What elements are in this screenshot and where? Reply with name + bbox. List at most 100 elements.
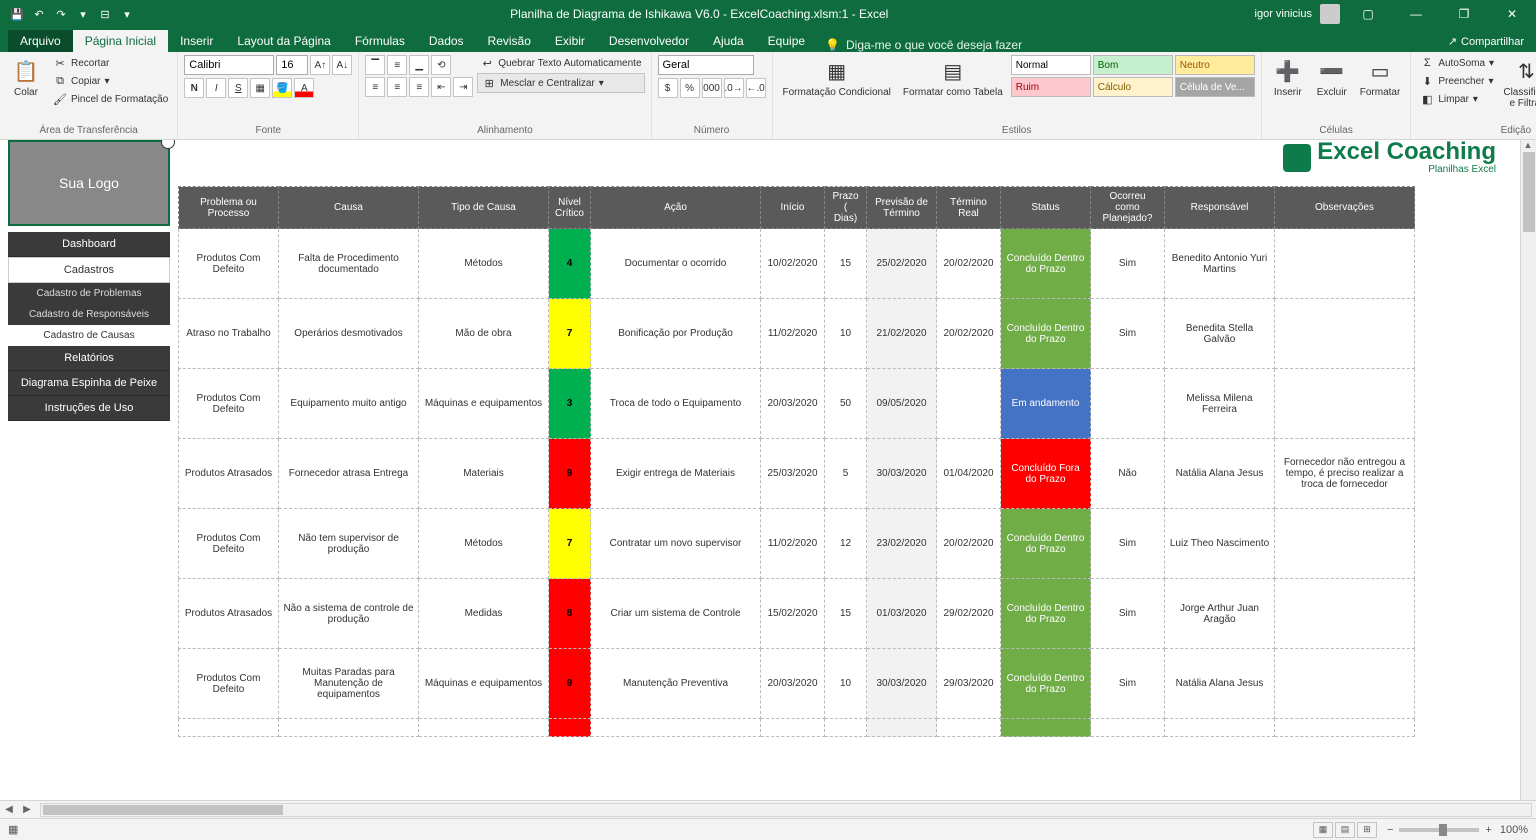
table-cell[interactable]: Produtos Atrasados	[179, 579, 279, 649]
logo-placeholder[interactable]: Sua Logo ⊕	[8, 140, 170, 226]
worksheet-content[interactable]: Sua Logo ⊕ DashboardCadastrosCadastro de…	[0, 140, 1520, 818]
table-cell[interactable]: 3	[549, 369, 591, 439]
orientation-button[interactable]: ⟲	[431, 55, 451, 75]
scrollbar-thumb[interactable]	[1523, 152, 1535, 232]
table-cell[interactable]	[937, 369, 1001, 439]
increase-decimal-button[interactable]: .0→	[724, 78, 744, 98]
table-cell[interactable]: 15	[825, 579, 867, 649]
table-row[interactable]: Produtos Com DefeitoEquipamento muito an…	[179, 369, 1415, 439]
table-cell[interactable]: 15	[825, 229, 867, 299]
table-cell[interactable]: Fornecedor não entregou a tempo, é preci…	[1275, 439, 1415, 509]
table-cell[interactable]: Fornecedor atrasa Entrega	[279, 439, 419, 509]
undo-icon[interactable]: ↶	[30, 5, 48, 23]
nav-cadastro-de-causas[interactable]: Cadastro de Causas	[8, 325, 170, 346]
table-cell[interactable]: Concluído Fora do Prazo	[1001, 439, 1091, 509]
increase-font-button[interactable]: A↑	[310, 55, 330, 75]
tab-f-rmulas[interactable]: Fórmulas	[343, 30, 417, 52]
table-cell[interactable]: Concluído Dentro do Prazo	[1001, 229, 1091, 299]
align-bottom-button[interactable]: ▁	[409, 55, 429, 75]
table-cell[interactable]: 4	[549, 229, 591, 299]
nav-cadastro-de-respons-veis[interactable]: Cadastro de Responsáveis	[8, 304, 170, 325]
sheet-nav-next[interactable]: ▶	[18, 804, 36, 815]
border-button[interactable]: ▦	[250, 78, 270, 98]
table-row[interactable]: Produtos AtrasadosFornecedor atrasa Entr…	[179, 439, 1415, 509]
cell-style-neutro[interactable]: Neutro	[1175, 55, 1255, 75]
table-row[interactable]: Produtos AtrasadosNão a sistema de contr…	[179, 579, 1415, 649]
table-cell[interactable]: Produtos Com Defeito	[179, 369, 279, 439]
format-cells-button[interactable]: ▭Formatar	[1356, 55, 1405, 100]
table-cell[interactable]: 30/03/2020	[867, 439, 937, 509]
table-cell[interactable]: 5	[825, 439, 867, 509]
table-cell[interactable]: Contratar um novo supervisor	[591, 509, 761, 579]
table-cell[interactable]: Exigir entrega de Materiais	[591, 439, 761, 509]
table-cell[interactable]: 10/02/2020	[761, 229, 825, 299]
table-row[interactable]: Produtos Com DefeitoFalta de Procediment…	[179, 229, 1415, 299]
tab-layout-da-p-gina[interactable]: Layout da Página	[225, 30, 342, 52]
table-cell[interactable]: Máquinas e equipamentos	[419, 649, 549, 719]
comma-button[interactable]: 000	[702, 78, 722, 98]
clear-button[interactable]: ◧Limpar ▾	[1417, 91, 1497, 107]
font-color-button[interactable]: A	[294, 78, 314, 98]
table-cell[interactable]: 01/03/2020	[867, 579, 937, 649]
table-cell[interactable]: 12	[825, 509, 867, 579]
minimize-button[interactable]: —	[1396, 0, 1436, 28]
table-cell[interactable]: 21/02/2020	[867, 299, 937, 369]
table-cell[interactable]: Sim	[1091, 299, 1165, 369]
table-cell[interactable]: 23/02/2020	[867, 509, 937, 579]
table-cell[interactable]: Concluído Dentro do Prazo	[1001, 579, 1091, 649]
table-cell[interactable]	[1091, 369, 1165, 439]
table-cell[interactable]: Produtos Com Defeito	[179, 229, 279, 299]
table-cell[interactable]: Documentar o ocorrido	[591, 229, 761, 299]
align-middle-button[interactable]: ≡	[387, 55, 407, 75]
table-cell[interactable]: Equipamento muito antigo	[279, 369, 419, 439]
table-cell[interactable]: Máquinas e equipamentos	[419, 369, 549, 439]
table-cell[interactable]	[1275, 299, 1415, 369]
table-cell[interactable]: Produtos Com Defeito	[179, 509, 279, 579]
sheet-nav-prev[interactable]: ◀	[0, 804, 18, 815]
table-cell[interactable]: 7	[549, 299, 591, 369]
table-cell[interactable]: Jorge Arthur Juan Aragão	[1165, 579, 1275, 649]
table-cell[interactable]: 10	[825, 649, 867, 719]
zoom-in-button[interactable]: +	[1485, 824, 1491, 836]
page-break-view-button[interactable]: ⊞	[1357, 822, 1377, 838]
percent-button[interactable]: %	[680, 78, 700, 98]
merge-center-button[interactable]: ⊞Mesclar e Centralizar ▾	[477, 73, 644, 93]
table-cell[interactable]: 9	[549, 649, 591, 719]
table-cell[interactable]: Produtos Com Defeito	[179, 649, 279, 719]
table-cell[interactable]: 01/04/2020	[937, 439, 1001, 509]
nav-instru-es-de-uso[interactable]: Instruções de Uso	[8, 396, 170, 421]
align-top-button[interactable]: ▔	[365, 55, 385, 75]
table-cell[interactable]: Natália Alana Jesus	[1165, 649, 1275, 719]
table-cell[interactable]: Sim	[1091, 509, 1165, 579]
decrease-indent-button[interactable]: ⇤	[431, 77, 451, 97]
table-cell[interactable]: Concluído Dentro do Prazo	[1001, 299, 1091, 369]
wrap-text-button[interactable]: ↩Quebrar Texto Automaticamente	[477, 55, 644, 71]
table-cell[interactable]: Não tem supervisor de produção	[279, 509, 419, 579]
qat-customize-icon[interactable]: ▾	[118, 5, 136, 23]
table-cell[interactable]: Benedita Stella Galvão	[1165, 299, 1275, 369]
tell-me-search[interactable]: 💡 Diga-me o que você deseja fazer	[825, 38, 1022, 52]
table-cell[interactable]: Luiz Theo Nascimento	[1165, 509, 1275, 579]
copy-button[interactable]: ⧉Copiar ▾	[50, 73, 171, 89]
nav-diagrama-espinha-de-peixe[interactable]: Diagrama Espinha de Peixe	[8, 371, 170, 396]
tab-file[interactable]: Arquivo	[8, 30, 73, 52]
format-as-table-button[interactable]: ▤Formatar como Tabela	[899, 55, 1007, 100]
table-cell[interactable]: Em andamento	[1001, 369, 1091, 439]
table-cell[interactable]: 50	[825, 369, 867, 439]
share-button[interactable]: ↗ Compartilhar	[1436, 31, 1536, 52]
table-cell[interactable]: Bonificação por Produção	[591, 299, 761, 369]
table-cell[interactable]: 20/03/2020	[761, 649, 825, 719]
italic-button[interactable]: I	[206, 78, 226, 98]
table-cell[interactable]: Operários desmotivados	[279, 299, 419, 369]
table-cell[interactable]: 9	[549, 439, 591, 509]
ribbon-options-icon[interactable]: ▢	[1348, 0, 1388, 28]
sort-filter-button[interactable]: ⇅Classificar e Filtrar	[1501, 55, 1536, 111]
bold-button[interactable]: N	[184, 78, 204, 98]
cell-style-c-lculo[interactable]: Cálculo	[1093, 77, 1173, 97]
table-cell[interactable]: Muitas Paradas para Manutenção de equipa…	[279, 649, 419, 719]
table-cell[interactable]: Sim	[1091, 229, 1165, 299]
increase-indent-button[interactable]: ⇥	[453, 77, 473, 97]
table-cell[interactable]: Atraso no Trabalho	[179, 299, 279, 369]
table-cell[interactable]: 10	[825, 299, 867, 369]
table-cell[interactable]: 15/02/2020	[761, 579, 825, 649]
